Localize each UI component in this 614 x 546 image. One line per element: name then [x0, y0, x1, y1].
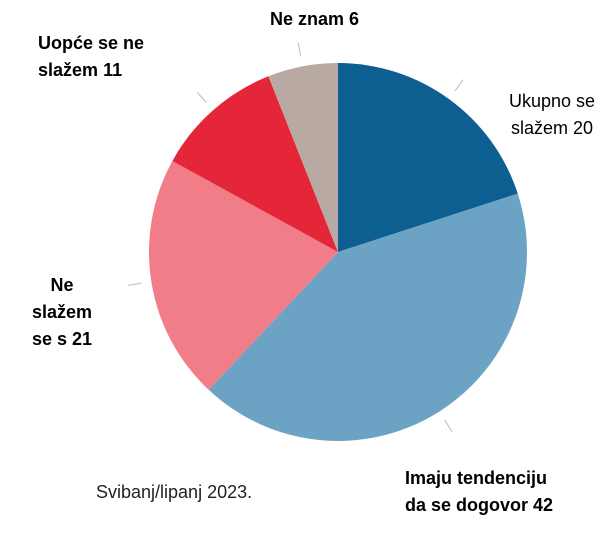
label-name: Ne znam	[270, 9, 345, 29]
note: Svibanj/lipanj 2023.	[96, 482, 253, 502]
label-name: Imaju tendenciju da se dogovor	[405, 468, 548, 515]
label-value: 20	[573, 118, 594, 138]
label-name: Ne slažem se s	[31, 275, 93, 349]
slice-label: Uopće se ne slažem 11	[38, 30, 178, 84]
slice-label: Imaju tendenciju da se dogovor 42	[405, 465, 555, 519]
leader-line	[196, 91, 207, 104]
pie-slice	[208, 193, 527, 441]
pie-slice	[172, 76, 338, 252]
leader-line	[444, 419, 453, 433]
label-name: Ukupno se slažem	[508, 91, 596, 138]
label-value: 42	[533, 495, 554, 515]
leader-line	[454, 79, 464, 92]
pie-slice	[268, 63, 338, 252]
label-value: 21	[72, 329, 93, 349]
slice-label: Ne slažem se s 21	[22, 272, 102, 353]
slice-label: Ne znam 6	[270, 6, 420, 33]
leader-line	[297, 42, 302, 57]
pie-slice	[148, 160, 338, 390]
pie-slice	[338, 63, 518, 252]
label-value: 11	[103, 60, 123, 80]
label-value: 6	[349, 9, 360, 29]
slice-label: Ukupno se slažem 20	[497, 88, 607, 142]
leader-line	[127, 282, 142, 286]
label-name: Uopće se ne slažem	[38, 33, 145, 80]
